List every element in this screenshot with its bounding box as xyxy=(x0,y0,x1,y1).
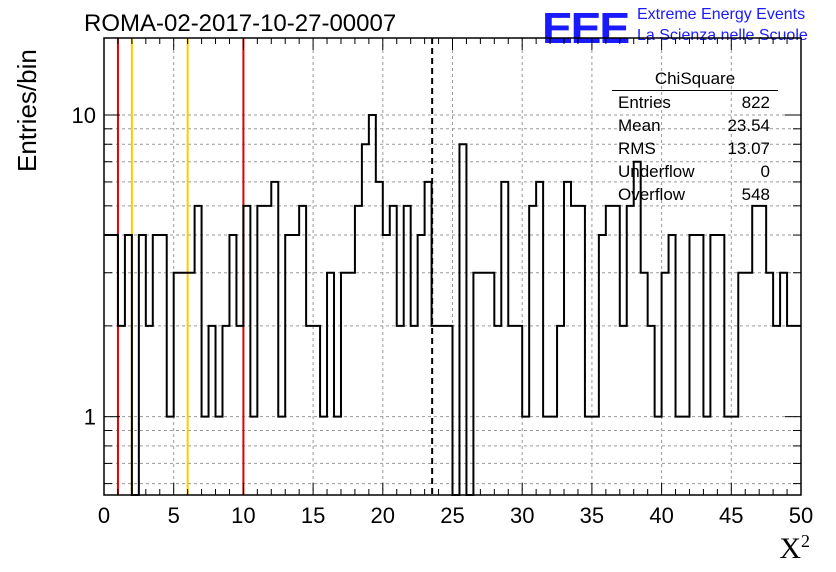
stats-label: Underflow xyxy=(618,162,695,181)
logo-line-2: La Scienza nelle Scuole xyxy=(637,27,808,44)
stats-value: 548 xyxy=(741,185,770,204)
stats-value: 13.07 xyxy=(727,139,770,158)
x-axis-label-superscript: 2 xyxy=(801,531,810,551)
eee-logo-mark: EEE xyxy=(541,4,630,53)
stats-value: 822 xyxy=(741,93,770,112)
x-tick-label: 15 xyxy=(301,503,325,528)
y-tick-label: 10 xyxy=(72,103,96,128)
x-tick-label: 20 xyxy=(371,503,395,528)
x-axis-label-main: X xyxy=(779,532,801,565)
x-tick-label: 45 xyxy=(719,503,743,528)
x-tick-label: 40 xyxy=(649,503,673,528)
stats-row-mean: Mean 23.54 xyxy=(612,114,778,137)
x-tick-label: 25 xyxy=(440,503,464,528)
x-tick-label: 50 xyxy=(789,503,813,528)
eee-logo-text: Extreme Energy Events La Scienza nelle S… xyxy=(637,4,808,46)
x-tick-label: 35 xyxy=(580,503,604,528)
stats-label: RMS xyxy=(618,139,656,158)
stats-row-entries: Entries 822 xyxy=(612,91,778,114)
histogram-series xyxy=(104,114,801,496)
stats-row-rms: RMS 13.07 xyxy=(612,137,778,160)
stats-box: ChiSquare Entries 822 Mean 23.54 RMS 13.07 … xyxy=(612,68,778,206)
chart-title: ROMA-02-2017-10-27-00007 xyxy=(84,10,397,37)
stats-header: ChiSquare xyxy=(612,68,778,91)
stats-value: 23.54 xyxy=(727,116,770,135)
stats-value: 0 xyxy=(760,162,770,181)
x-axis-label: X2 xyxy=(779,531,810,566)
x-tick-label: 30 xyxy=(510,503,534,528)
stats-row-overflow: Overflow 548 xyxy=(612,183,778,206)
x-tick-label: 5 xyxy=(168,503,180,528)
stats-label: Overflow xyxy=(618,185,686,204)
logo-line-1: Extreme Energy Events xyxy=(637,6,806,23)
x-tick-label: 0 xyxy=(98,503,110,528)
stats-row-underflow: Underflow 0 xyxy=(612,160,778,183)
stats-label: Mean xyxy=(618,116,661,135)
y-tick-label: 1 xyxy=(84,405,96,430)
x-tick-label: 10 xyxy=(231,503,255,528)
stats-label: Entries xyxy=(618,93,671,112)
